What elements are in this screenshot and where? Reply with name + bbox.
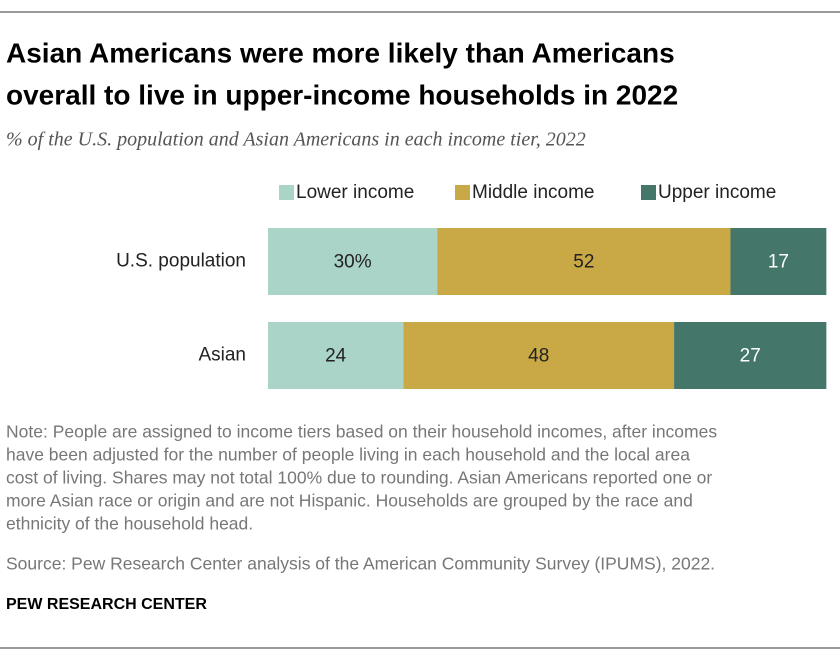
bar-segment <box>674 322 827 389</box>
subtitle: % of the U.S. population and Asian Ameri… <box>6 129 586 151</box>
legend-swatch <box>455 185 470 200</box>
legend-label: Lower income <box>296 182 414 203</box>
legend-label: Upper income <box>658 182 776 203</box>
source: Source: Pew Research Center analysis of … <box>6 554 715 574</box>
bar-segment <box>268 322 404 389</box>
bar-segment <box>403 322 675 389</box>
value-label: 52 <box>573 252 594 273</box>
value-label: 30% <box>334 252 372 273</box>
note-line: ethnicity of the household head. <box>6 514 253 534</box>
note-line: Note: People are assigned to income tier… <box>6 422 717 442</box>
category-label: Asian <box>198 345 246 366</box>
chart-title: Asian Americans were more likely than Am… <box>6 37 675 68</box>
bar-segment <box>730 228 827 295</box>
bar-segment <box>437 228 731 295</box>
note-line: more Asian race or origin and are not Hi… <box>6 491 693 511</box>
value-label: 27 <box>740 346 761 367</box>
value-label: 48 <box>528 346 549 367</box>
note-line: cost of living. Shares may not total 100… <box>6 468 712 488</box>
category-label: U.S. population <box>116 251 246 272</box>
note-line: have been adjusted for the number of peo… <box>6 445 690 465</box>
legend-swatch <box>279 185 294 200</box>
value-label: 24 <box>325 346 347 367</box>
bar-segment <box>268 228 438 295</box>
brand: PEW RESEARCH CENTER <box>6 596 207 613</box>
chart-title: overall to live in upper-income househol… <box>6 79 678 110</box>
legend-label: Middle income <box>472 182 595 203</box>
legend-swatch <box>641 185 656 200</box>
value-label: 17 <box>768 252 789 273</box>
